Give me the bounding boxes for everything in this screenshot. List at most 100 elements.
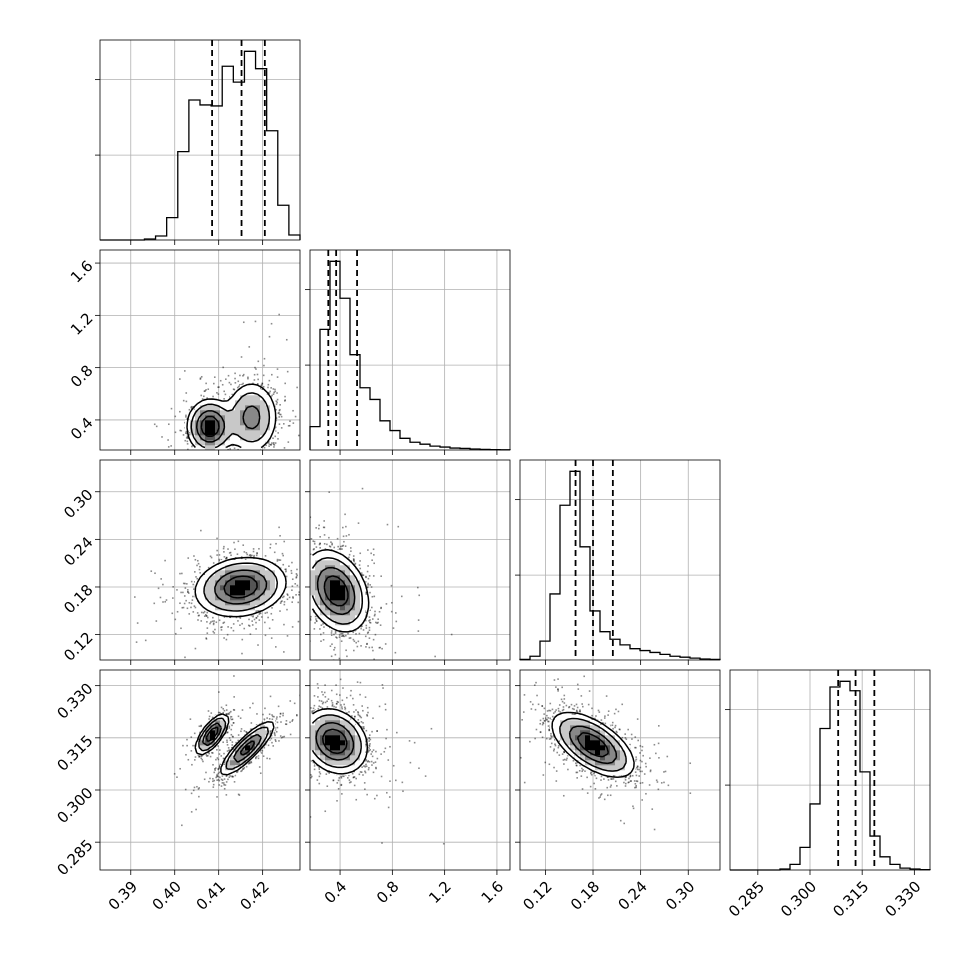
sample-point [217, 745, 219, 747]
density-cell [265, 585, 271, 591]
sample-point [212, 616, 214, 619]
sample-point [249, 451, 251, 453]
sample-point [276, 376, 279, 378]
sample-point [279, 413, 282, 416]
density-cell [245, 580, 251, 586]
sample-point [213, 718, 215, 721]
sample-point [304, 580, 306, 582]
sample-point [224, 393, 227, 396]
density-cell [265, 415, 271, 421]
sample-point [242, 737, 245, 740]
density-cell [240, 425, 246, 431]
sample-point [231, 741, 234, 743]
density-cell [205, 410, 211, 416]
density-cell [200, 430, 206, 436]
sample-point [212, 786, 215, 788]
sample-point [256, 552, 258, 555]
density-cell [240, 440, 246, 446]
sample-point [186, 607, 189, 610]
sample-point [279, 404, 281, 406]
sample-point [285, 338, 288, 341]
sample-point [277, 705, 280, 708]
sample-point [205, 389, 207, 391]
sample-point [160, 578, 162, 580]
sample-point [198, 795, 200, 798]
density-cell [200, 575, 206, 581]
sample-point [217, 393, 220, 395]
density-cell [195, 585, 201, 591]
sample-point [281, 552, 284, 555]
density-cell [240, 600, 246, 606]
sample-point [188, 408, 191, 411]
sample-point [239, 617, 242, 619]
sample-point [221, 782, 224, 784]
density-cell [195, 590, 201, 596]
sample-point [213, 632, 216, 634]
density-cell [250, 565, 256, 571]
sample-point [220, 785, 223, 787]
sample-point [209, 453, 211, 455]
sample-point [183, 370, 186, 372]
sample-point [371, 628, 373, 630]
sample-point [192, 789, 195, 792]
density-cell [210, 445, 216, 450]
sample-point [206, 632, 209, 634]
density-cell [240, 385, 246, 391]
density-cell [205, 585, 211, 591]
sample-point [227, 448, 229, 450]
sample-point [241, 638, 244, 641]
sample-point [266, 393, 269, 395]
sample-point [268, 484, 270, 486]
sample-point [257, 754, 260, 757]
sample-point [223, 545, 225, 548]
sample-point [231, 393, 234, 396]
sample-point [266, 611, 268, 614]
density-cell [255, 420, 261, 426]
sample-point [269, 456, 271, 458]
sample-point [150, 570, 153, 572]
sample-point [207, 388, 210, 391]
sample-point [225, 794, 228, 796]
sample-point [196, 564, 198, 567]
sample-point [279, 712, 282, 715]
sample-point [284, 399, 286, 401]
sample-point [205, 771, 207, 774]
sample-point [272, 443, 275, 445]
sample-point [246, 731, 248, 734]
density-cell [270, 590, 276, 596]
sample-point [255, 610, 257, 612]
sample-point [283, 623, 285, 626]
density-cell [220, 425, 226, 431]
sample-point [257, 757, 260, 760]
sample-point [285, 723, 288, 726]
sample-point [204, 390, 206, 392]
sample-point [274, 430, 277, 432]
density-cell [265, 420, 271, 426]
sample-point [186, 436, 189, 439]
sample-point [260, 385, 262, 387]
density-cell [245, 395, 251, 401]
sample-point [165, 599, 168, 601]
sample-point [216, 796, 218, 798]
density-cell [200, 600, 206, 606]
sample-point [206, 627, 209, 629]
sample-point [193, 555, 195, 557]
sample-point [162, 583, 164, 586]
sample-point [255, 617, 258, 619]
sample-point [194, 571, 196, 573]
sample-point [198, 614, 200, 617]
sample-point [267, 616, 269, 619]
sample-point [239, 717, 242, 719]
sample-point [227, 778, 229, 781]
sample-point [228, 492, 230, 494]
sample-point [231, 735, 234, 738]
sample-point [187, 591, 189, 593]
sample-point [259, 387, 262, 390]
density-cell [190, 420, 196, 426]
density-cell [220, 600, 226, 606]
hist-panel-0 [95, 39, 301, 245]
density-cell [230, 570, 236, 576]
sample-point [302, 700, 304, 702]
sample-point [218, 558, 221, 561]
density-cell [250, 395, 256, 401]
